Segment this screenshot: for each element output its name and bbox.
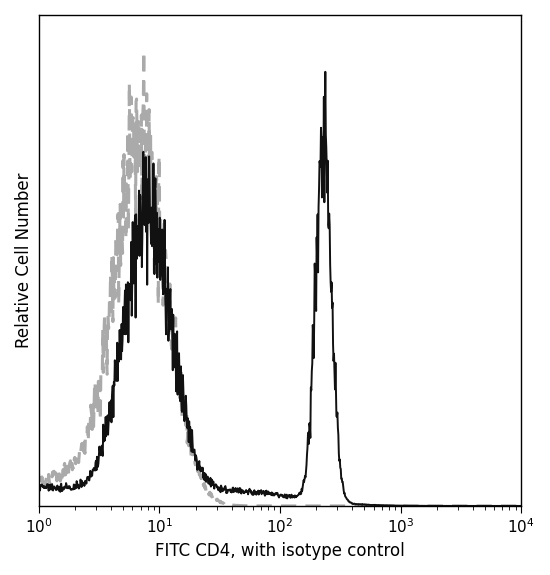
Y-axis label: Relative Cell Number: Relative Cell Number — [15, 172, 33, 348]
X-axis label: FITC CD4, with isotype control: FITC CD4, with isotype control — [155, 542, 405, 560]
